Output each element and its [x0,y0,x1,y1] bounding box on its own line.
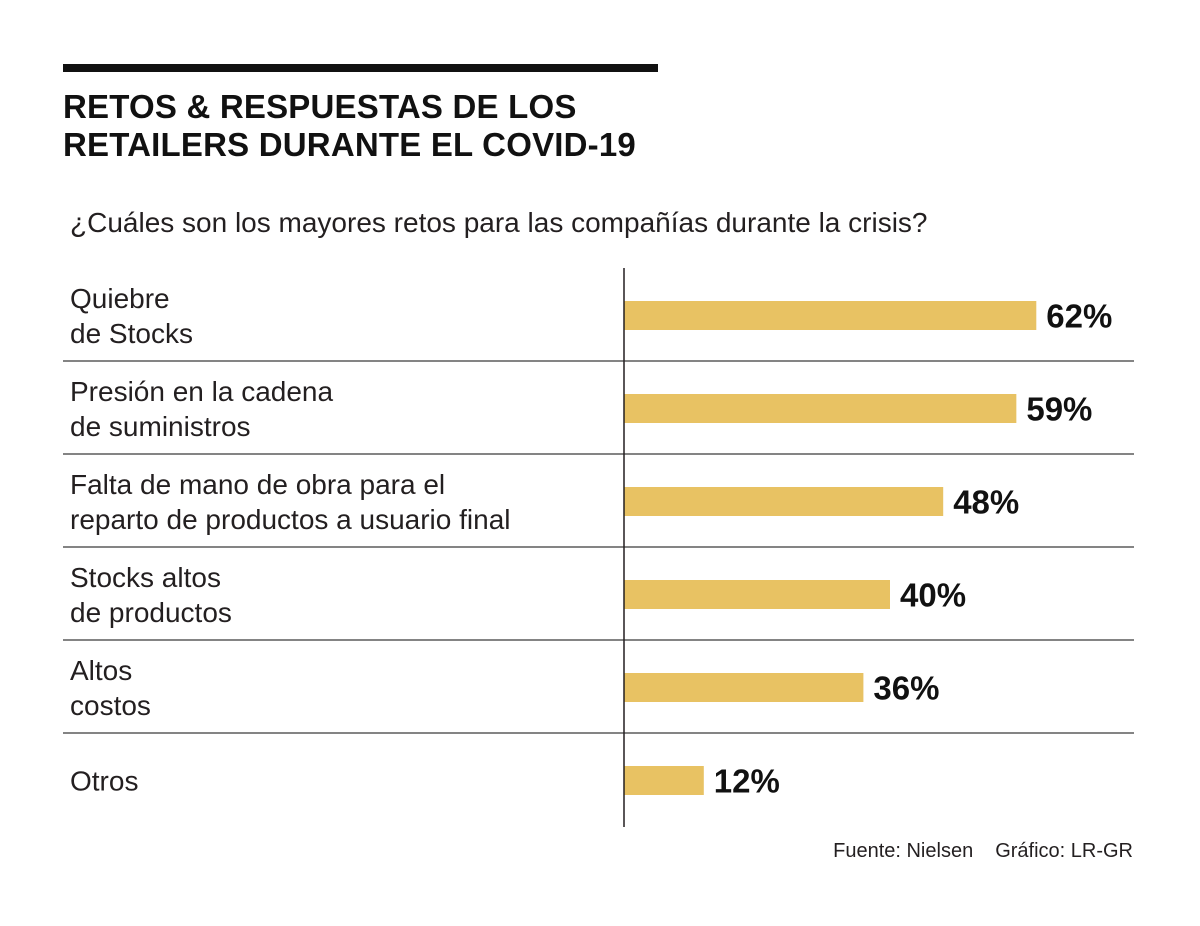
category-label: Quiebre [70,283,170,314]
data-label: 40% [900,577,966,614]
category-label: de Stocks [70,318,193,349]
bar [624,301,1037,330]
bar [624,580,890,609]
data-label: 36% [873,670,939,707]
data-label: 12% [714,763,780,800]
category-label: costos [70,690,151,721]
title-line-1: RETOS & RESPUESTAS DE LOS [63,88,577,125]
category-label: Presión en la cadena [70,376,334,407]
title-line-2: RETAILERS DURANTE EL COVID-19 [63,126,636,163]
data-label: 62% [1046,298,1112,335]
bar [624,487,944,516]
category-label: Otros [70,766,138,797]
chart-title: RETOS & RESPUESTAS DE LOS RETAILERS DURA… [63,88,763,164]
category-label: de suministros [70,411,251,442]
credit-text: Gráfico: LR-GR [995,840,1133,862]
bar [624,766,704,795]
category-label: de productos [70,597,232,628]
source-text: Fuente: Nielsen [833,840,974,862]
category-label: Stocks altos [70,562,221,593]
category-label: Falta de mano de obra para el [70,469,445,500]
data-label: 48% [953,484,1019,521]
data-label: 59% [1026,391,1092,428]
source-line: Fuente: Nielsen Gráfico: LR-GR [833,840,1133,863]
bar [624,394,1017,423]
category-label: Altos [70,655,132,686]
chart-subtitle: ¿Cuáles son los mayores retos para las c… [70,207,928,238]
bar [624,673,864,702]
top-rule [63,64,658,72]
category-label: reparto de productos a usuario final [70,504,511,535]
